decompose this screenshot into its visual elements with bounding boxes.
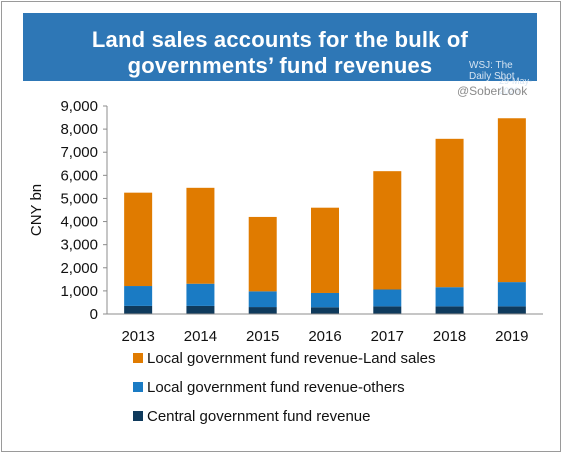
y-tick-label: 8,000 bbox=[60, 121, 98, 138]
legend-swatch-land-sales bbox=[133, 353, 143, 363]
bar-segment-central bbox=[124, 305, 153, 314]
chart-title-line-2: governments’ fund revenues bbox=[127, 53, 433, 78]
bar-segment-local-others bbox=[373, 289, 402, 307]
y-tick-label: 6,000 bbox=[60, 167, 98, 184]
bar-segment-central bbox=[248, 307, 277, 314]
bar-segment-local-others bbox=[497, 282, 526, 307]
bar-segment-land-sales bbox=[248, 216, 277, 292]
bar-segment-land-sales bbox=[311, 207, 339, 293]
y-axis-title: CNY bn bbox=[28, 184, 45, 236]
bar-segment-central bbox=[435, 306, 464, 314]
y-tick-label: 5,000 bbox=[60, 190, 98, 207]
bar-segment-central bbox=[497, 306, 526, 314]
bar-segment-local-others bbox=[186, 283, 215, 306]
title-banner: Land sales accounts for the bulk of gove… bbox=[23, 13, 537, 96]
x-tick-label: 2016 bbox=[308, 328, 341, 345]
legend-item-local-others: Local government fund revenue-others bbox=[133, 377, 405, 397]
x-tick-label: 2014 bbox=[184, 328, 217, 345]
bar-segment-land-sales bbox=[186, 187, 215, 284]
y-tick-label: 1,000 bbox=[60, 283, 98, 300]
x-tick-label: 2013 bbox=[121, 328, 154, 345]
legend-item-central: Central government fund revenue bbox=[133, 406, 370, 426]
y-tick-label: 2,000 bbox=[60, 260, 98, 277]
x-tick-label: 2015 bbox=[246, 328, 279, 345]
y-tick-label: 0 bbox=[90, 306, 98, 323]
bar-segment-land-sales bbox=[435, 138, 464, 288]
legend-label-central: Central government fund revenue bbox=[147, 407, 371, 425]
bar-segment-central bbox=[373, 306, 402, 314]
bar-segment-central bbox=[311, 307, 339, 314]
legend-label-local-others: Local government fund revenue-others bbox=[147, 378, 405, 396]
bar-segment-local-others bbox=[124, 286, 153, 306]
legend-swatch-local-others bbox=[133, 382, 143, 392]
bar-segment-land-sales bbox=[124, 192, 153, 287]
y-tick-label: 9,000 bbox=[60, 98, 98, 115]
y-tick-label: 4,000 bbox=[60, 214, 98, 231]
legend-label-land-sales: Local government fund revenue-Land sales bbox=[147, 349, 436, 367]
bar-segment-local-others bbox=[435, 287, 464, 307]
bar-segment-local-others bbox=[248, 291, 277, 308]
legend-swatch-central bbox=[133, 411, 143, 421]
y-tick-label: 7,000 bbox=[60, 144, 98, 161]
bar-segment-land-sales bbox=[497, 118, 526, 283]
bar-segment-central bbox=[186, 305, 215, 314]
bar-segment-land-sales bbox=[373, 171, 402, 290]
source-watermark: WSJ: The Daily Shot bbox=[469, 60, 515, 82]
x-tick-label: 2018 bbox=[433, 328, 466, 345]
x-tick-label: 2017 bbox=[371, 328, 404, 345]
y-tick-label: 3,000 bbox=[60, 237, 98, 254]
x-tick-label: 2019 bbox=[495, 328, 528, 345]
chart-title-line-1: Land sales accounts for the bulk of bbox=[91, 27, 469, 52]
bar-segment-local-others bbox=[311, 292, 339, 308]
date-watermark: 29-May-2020 bbox=[499, 76, 533, 96]
legend-item-land-sales: Local government fund revenue-Land sales bbox=[133, 348, 436, 368]
author-handle: @SoberLook bbox=[457, 84, 528, 98]
